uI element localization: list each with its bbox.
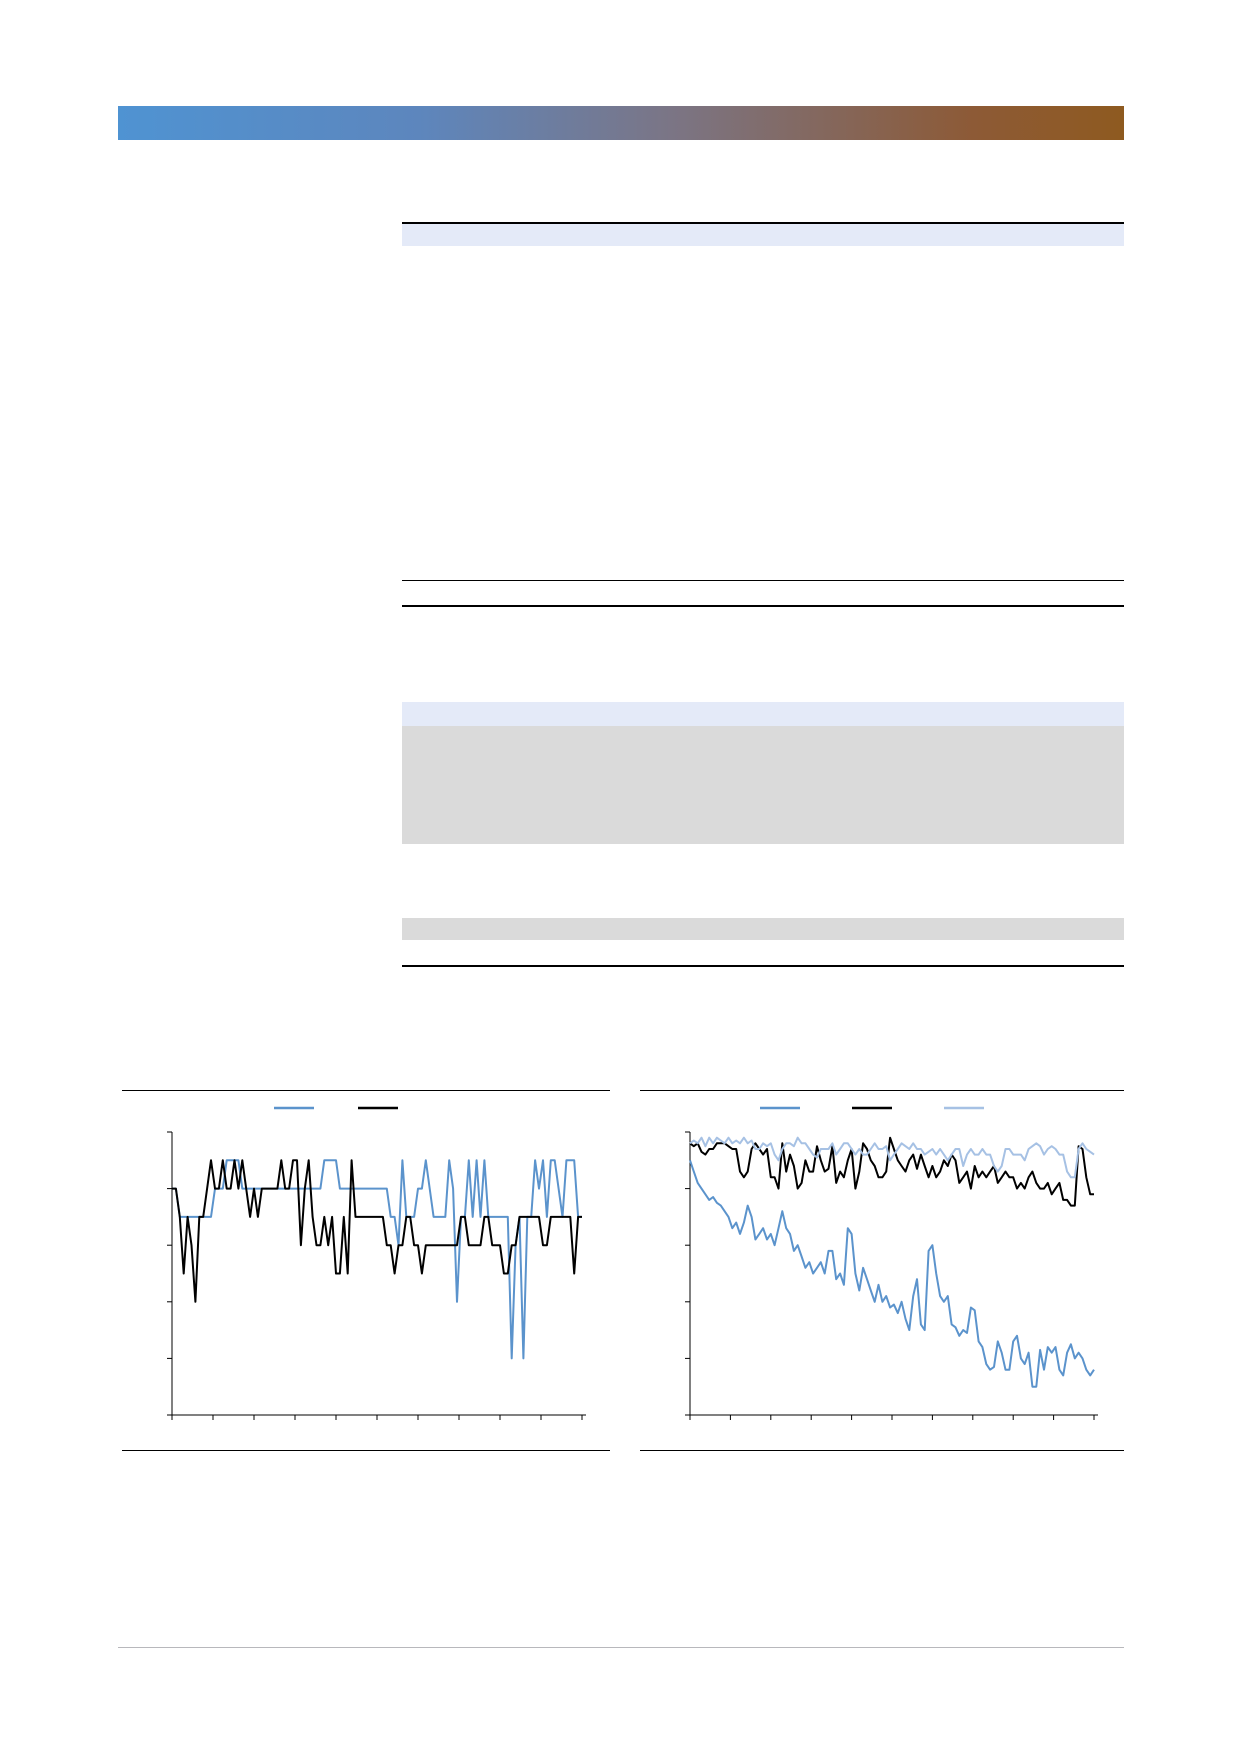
chart1-bottom-rule: [122, 1450, 610, 1451]
chart1-series-1-line: [172, 1159, 582, 1360]
chart1-series-2-line: [172, 1159, 582, 1303]
chart1-svg: [167, 1106, 586, 1420]
table1-top-rule: [402, 222, 1124, 224]
table2-shaded-total-row: [402, 918, 1124, 940]
chart2-svg: [685, 1106, 1098, 1420]
table1-header-band: [402, 224, 1124, 246]
chart2-bottom-rule: [640, 1450, 1124, 1451]
table2-header-band: [402, 702, 1124, 726]
footer-rule: [118, 1647, 1124, 1648]
table2-shaded-rows: [402, 726, 1124, 844]
table1-bottom-rule: [402, 605, 1124, 607]
chart2-series-3-line: [689, 1136, 1095, 1179]
chart2-series-2-line: [689, 1136, 1094, 1207]
chart2-top-rule: [640, 1090, 1124, 1091]
chart2-series-1-line: [689, 1159, 1095, 1388]
header-gradient-bar: [118, 106, 1124, 140]
table2-bottom-rule: [402, 965, 1124, 967]
table1-total-rule: [402, 580, 1124, 581]
chart1-top-rule: [122, 1090, 610, 1091]
